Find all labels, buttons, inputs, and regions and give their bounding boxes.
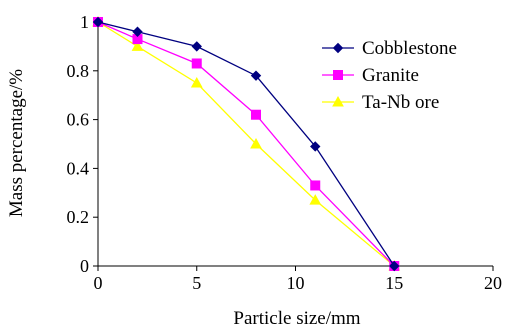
y-tick-label: 0.6 <box>67 110 90 130</box>
legend-marker <box>333 70 343 80</box>
data-point <box>310 141 321 152</box>
series-line <box>97 21 395 267</box>
legend-label: Ta-Nb ore <box>362 92 439 113</box>
series-cobblestone <box>92 16 400 272</box>
x-tick-label: 20 <box>484 273 502 293</box>
data-point <box>191 58 202 69</box>
legend-label: Cobblestone <box>362 38 457 59</box>
legend: Cobblestone Granite Ta-Nb ore <box>322 38 457 113</box>
legend-marker <box>332 95 344 107</box>
x-tick-label: 15 <box>385 273 403 293</box>
legend-item: Granite <box>322 65 419 86</box>
legend-label: Granite <box>362 65 419 86</box>
axes: 0 5 10 15 20 0 0.2 0.4 0.6 0.8 1 <box>67 12 503 293</box>
x-tick-label: 10 <box>287 273 305 293</box>
data-point <box>132 26 143 37</box>
y-tick-label: 0.4 <box>67 158 90 178</box>
legend-item: Cobblestone <box>322 38 457 59</box>
series-line <box>97 21 395 267</box>
legend-item: Ta-Nb ore <box>322 92 439 113</box>
data-point <box>131 40 144 51</box>
data-point <box>250 137 262 149</box>
y-tick-label: 0 <box>80 256 89 276</box>
data-point <box>191 41 202 52</box>
x-tick-label: 5 <box>192 273 201 293</box>
data-point <box>250 70 262 81</box>
legend-marker <box>332 42 344 54</box>
data-point <box>310 180 321 191</box>
series-line <box>97 21 395 267</box>
y-tick-label: 0.8 <box>67 61 90 81</box>
data-point <box>251 109 261 120</box>
data-point <box>309 194 322 205</box>
data-point <box>190 76 203 88</box>
data-point <box>389 260 400 272</box>
series-ta-nb-ore <box>92 15 401 271</box>
y-tick-label: 1 <box>80 12 89 32</box>
y-tick-label: 0.2 <box>67 207 90 227</box>
x-axis-title: Particle size/mm <box>233 308 360 329</box>
x-tick-label: 0 <box>94 273 103 293</box>
data-point <box>92 16 104 28</box>
series-layer <box>92 15 401 272</box>
series-granite <box>93 17 400 271</box>
y-axis-title: Mass percentage/% <box>6 69 27 217</box>
